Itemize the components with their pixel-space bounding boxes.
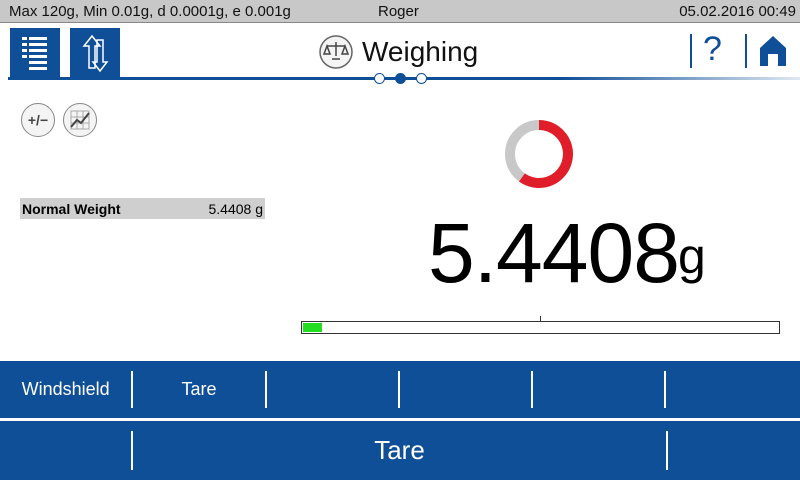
info-value: 5.4408 g xyxy=(208,200,264,217)
page-dot-active[interactable] xyxy=(395,73,406,84)
divider xyxy=(745,34,747,68)
capacity-ring xyxy=(505,120,573,188)
user-name: Roger xyxy=(378,3,419,20)
plus-minus-button[interactable]: +/− xyxy=(21,103,55,137)
chart-icon xyxy=(70,110,90,130)
softkey-windshield[interactable]: Windshield xyxy=(0,371,134,408)
weight-unit: g xyxy=(678,228,706,284)
softkey-empty[interactable] xyxy=(533,371,667,408)
softkey-empty[interactable] xyxy=(666,371,799,408)
info-row: Normal Weight 5.4408 g xyxy=(20,198,265,219)
plus-minus-icon: +/− xyxy=(27,112,49,128)
chart-button[interactable] xyxy=(63,103,97,137)
datetime: 05.02.2016 00:49 xyxy=(679,3,796,20)
help-button[interactable]: ? xyxy=(703,30,722,68)
main-key-tare[interactable]: Tare xyxy=(133,431,668,470)
ring-fill xyxy=(519,120,573,188)
softkey-empty[interactable] xyxy=(267,371,400,408)
softkey-bar: Windshield Tare xyxy=(0,361,800,418)
main-key-bar: Tare xyxy=(0,421,800,480)
bar-midpoint-tick xyxy=(540,316,541,322)
transfer-button[interactable] xyxy=(70,28,120,78)
scale-icon xyxy=(319,35,353,69)
page-dot[interactable] xyxy=(374,73,385,84)
weight-value: 5.4408 xyxy=(428,206,680,300)
info-label: Normal Weight xyxy=(22,200,121,217)
main-key-right[interactable] xyxy=(668,431,800,470)
menu-list-icon xyxy=(22,37,47,70)
page-dot[interactable] xyxy=(416,73,427,84)
divider xyxy=(690,34,692,68)
balance-info: Max 120g, Min 0.01g, d 0.0001g, e 0.001g xyxy=(9,3,291,20)
transfer-arrows-icon xyxy=(82,34,109,73)
softkey-empty[interactable] xyxy=(400,371,534,408)
softkey-tare[interactable]: Tare xyxy=(133,371,267,408)
page-title-text: Weighing xyxy=(362,36,479,67)
page-indicator xyxy=(374,73,427,84)
capacity-bar-fill xyxy=(303,323,323,332)
main-key-left[interactable] xyxy=(0,431,133,470)
home-icon[interactable] xyxy=(757,34,789,68)
menu-button[interactable] xyxy=(10,28,60,78)
capacity-bar xyxy=(301,316,780,334)
status-bar: Max 120g, Min 0.01g, d 0.0001g, e 0.001g… xyxy=(0,0,800,23)
page-title: Weighing xyxy=(318,30,478,74)
